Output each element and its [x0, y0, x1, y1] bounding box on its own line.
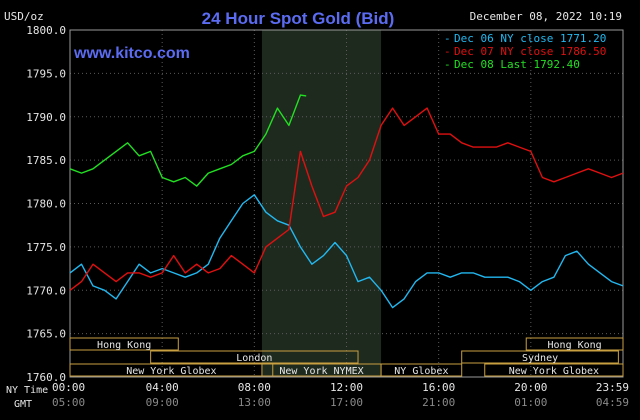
- x-tick-label-ny: 12:00: [330, 381, 363, 394]
- x-tick-label-gmt: 13:00: [238, 396, 271, 409]
- x-axis-ny-title: NY Time: [6, 385, 48, 396]
- series-line: [69, 94, 307, 187]
- x-tick-label-ny: 23:59: [596, 381, 629, 394]
- session-label: NY Globex: [394, 366, 448, 377]
- session-label: Hong Kong: [548, 340, 602, 351]
- session-box: [69, 337, 179, 351]
- series-line: [69, 107, 624, 291]
- x-tick-label-gmt: 17:00: [330, 396, 363, 409]
- y-tick-label: 1775.0: [26, 241, 66, 254]
- x-axis-gmt-title: GMT: [14, 399, 32, 410]
- x-tick-label-ny: 08:00: [238, 381, 271, 394]
- series-line: [69, 194, 624, 309]
- y-tick-label: 1800.0: [26, 24, 66, 37]
- y-tick-label: 1770.0: [26, 284, 66, 297]
- market-hours-highlight: [261, 30, 382, 377]
- session-label: New York NYMEX: [279, 366, 363, 377]
- chart-datetime: December 08, 2022 10:19: [470, 10, 622, 23]
- session-box: [380, 363, 463, 377]
- y-tick-label: 1765.0: [26, 328, 66, 341]
- legend-marker: -: [444, 58, 451, 71]
- x-tick-label-gmt: 01:00: [514, 396, 547, 409]
- x-tick-label-ny: 16:00: [422, 381, 455, 394]
- x-tick-label-gmt: 09:00: [146, 396, 179, 409]
- legend-entry: Dec 06 NY close 1771.20: [454, 32, 606, 45]
- x-tick-label-ny: 00:00: [52, 381, 85, 394]
- x-tick-label-gmt: 04:59: [596, 396, 629, 409]
- session-box: [461, 350, 619, 364]
- x-tick-label-gmt: 21:00: [422, 396, 455, 409]
- session-label: London: [236, 353, 272, 364]
- chart-title: 24 Hour Spot Gold (Bid): [202, 9, 395, 28]
- session-label: New York Globex: [509, 366, 599, 377]
- y-tick-label: 1760.0: [26, 371, 66, 384]
- session-box: [525, 337, 624, 351]
- session-label: Hong Kong: [97, 340, 151, 351]
- plot-frame: [69, 29, 624, 378]
- y-tick-label: 1780.0: [26, 198, 66, 211]
- y-axis-unit: USD/oz: [4, 10, 44, 23]
- y-tick-label: 1790.0: [26, 111, 66, 124]
- y-tick-label: 1795.0: [26, 67, 66, 80]
- watermark: www.kitco.com: [73, 45, 190, 62]
- x-tick-label-ny: 04:00: [146, 381, 179, 394]
- x-tick-label-ny: 20:00: [514, 381, 547, 394]
- session-box: [484, 363, 624, 377]
- x-tick-label-gmt: 05:00: [52, 396, 85, 409]
- y-tick-label: 1785.0: [26, 154, 66, 167]
- legend-entry: Dec 07 NY close 1786.50: [454, 45, 606, 58]
- session-box: [69, 363, 274, 377]
- session-label: Sydney: [522, 353, 558, 364]
- session-box: [150, 350, 359, 364]
- legend-marker: -: [444, 45, 451, 58]
- legend-marker: -: [444, 32, 451, 45]
- legend-entry: Dec 08 Last 1792.40: [454, 58, 580, 71]
- session-label: New York Globex: [126, 366, 216, 377]
